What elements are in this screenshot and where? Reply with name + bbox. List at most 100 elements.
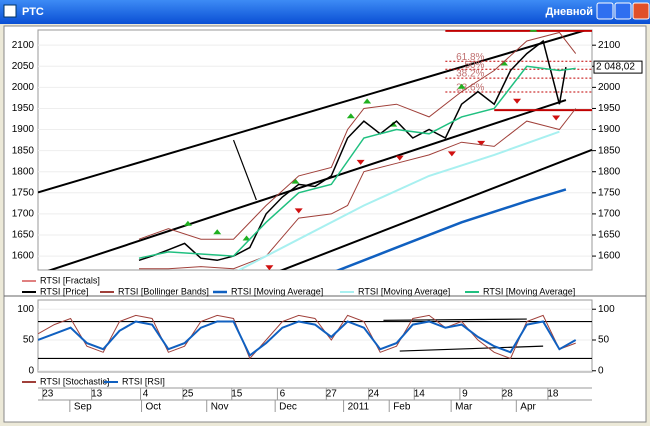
y-tick-label: 1800 [12, 166, 35, 177]
fractal-marker [291, 178, 300, 184]
legend-label: RTSI [Bollinger Bands] [118, 286, 209, 296]
close-button[interactable] [632, 2, 650, 20]
y-tick-label: 2100 [598, 40, 621, 51]
series-line [138, 39, 567, 262]
y-tick-label: 1700 [598, 209, 621, 220]
month-label: 2011 [348, 402, 370, 413]
month-label: Mar [455, 402, 473, 413]
y-tick-label: 1650 [598, 230, 621, 241]
fractal-marker [213, 229, 222, 235]
fractal-marker [265, 265, 274, 270]
y-tick-label: 1800 [598, 166, 621, 177]
month-label: Oct [146, 402, 162, 413]
legend-label: RTSI [Moving Average] [358, 286, 450, 296]
y-tick-label: 2000 [12, 82, 35, 93]
fib-label: 100% [505, 21, 531, 32]
y-tick-label: 1900 [12, 124, 35, 135]
x-tick-label: 15 [231, 389, 243, 400]
x-tick-label: 6 [280, 389, 286, 400]
price-box [593, 60, 643, 74]
y-tick-label: 1950 [12, 103, 35, 114]
legend-label: RTSI [Moving Average] [483, 286, 575, 296]
y-tick-label: 100 [17, 304, 34, 315]
y-tick-label: 0 [598, 365, 604, 376]
fractal-marker [395, 155, 404, 161]
trend-line [38, 30, 590, 194]
plot-area: 100% 61.8%50%38.2% 23.6% [38, 21, 592, 270]
month-label: Apr [520, 402, 536, 413]
x-tick-label: 25 [182, 389, 194, 400]
legend-label: RTSI [RSI] [122, 376, 165, 386]
trend-line [232, 139, 257, 201]
trend-line [47, 99, 567, 270]
x-tick-label: 9 [462, 389, 468, 400]
fractal-marker [363, 98, 372, 104]
series-line [38, 314, 576, 360]
y-tick-label: 2100 [12, 40, 35, 51]
x-tick-label: 27 [326, 389, 338, 400]
series-line [335, 188, 567, 270]
y-tick-label: 50 [598, 335, 610, 346]
y-tick-label: 2000 [598, 82, 621, 93]
fractal-marker [346, 113, 355, 119]
window-title: РТС [22, 6, 44, 18]
price-label: 2 048,02 [596, 62, 635, 73]
x-tick-label: 13 [91, 389, 103, 400]
fib-label: 50% [464, 60, 484, 71]
y-tick-label: 100 [598, 304, 615, 315]
plot-area [38, 308, 592, 372]
fib-label: 23.6% [456, 83, 484, 94]
series-line [38, 320, 577, 357]
y-tick-label: 1600 [12, 251, 35, 262]
fib-label: 38.2% [456, 69, 484, 80]
y-tick-label: 1850 [12, 145, 35, 156]
x-tick-label: 14 [414, 389, 426, 400]
y-tick-label: 1950 [598, 103, 621, 114]
y-tick-label: 2050 [12, 61, 35, 72]
y-tick-label: 1900 [598, 124, 621, 135]
y-tick-label: 50 [23, 335, 35, 346]
trend-line [279, 148, 592, 270]
fractal-marker [500, 60, 509, 66]
x-tick-label: 24 [368, 389, 380, 400]
timeframe: Дневной [546, 6, 594, 18]
fractal-marker [513, 98, 522, 104]
month-label: Feb [393, 402, 411, 413]
series-line [138, 31, 577, 240]
series-line [237, 130, 560, 270]
y-tick-label: 1750 [12, 187, 35, 198]
y-tick-label: 1850 [598, 145, 621, 156]
month-label: Sep [74, 402, 92, 413]
month-label: Nov [211, 402, 229, 413]
fractal-marker [447, 151, 456, 157]
y-tick-label: 0 [28, 365, 34, 376]
minimize-button[interactable] [596, 2, 614, 20]
series-line [139, 108, 577, 270]
x-tick-label: 28 [502, 389, 514, 400]
fractal-marker [529, 30, 538, 32]
x-tick-label: 18 [547, 389, 559, 400]
app-icon [3, 4, 17, 18]
legend-label: RTSI [Stochastic] [40, 376, 109, 386]
fractal-marker [356, 159, 365, 165]
legend-label: RTSI [Price] [40, 286, 88, 296]
trend-line [383, 318, 527, 321]
y-tick-label: 1650 [12, 230, 35, 241]
legend-label: RTSI [Fractals] [40, 275, 100, 285]
fractal-marker [183, 220, 192, 226]
fractal-marker [552, 115, 561, 121]
x-tick-label: 4 [143, 389, 149, 400]
trend-line [399, 345, 544, 352]
fractal-marker [457, 83, 466, 89]
month-label: Dec [279, 402, 297, 413]
series-line [138, 65, 576, 259]
window-buttons [596, 2, 650, 20]
maximize-button[interactable] [614, 2, 632, 20]
oscillator-panel [37, 299, 593, 373]
fractal-marker [242, 235, 251, 241]
title-bar [0, 0, 650, 24]
legend-label: RTSI [Moving Average] [231, 286, 323, 296]
y-tick-label: 1600 [598, 251, 621, 262]
